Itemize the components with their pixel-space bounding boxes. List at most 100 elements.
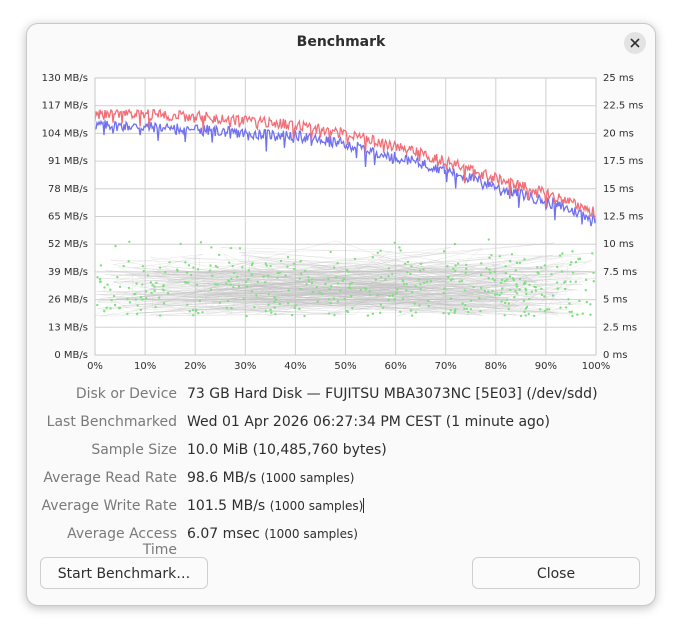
access-time-point: [578, 299, 581, 303]
access-time-point: [519, 314, 523, 318]
access-time-point: [592, 280, 595, 283]
access-time-point: [376, 293, 379, 297]
access-time-point: [525, 292, 528, 296]
access-time-point: [168, 261, 171, 264]
access-time-point: [293, 306, 296, 309]
access-time-connector: [220, 247, 543, 281]
access-time-point: [141, 283, 144, 286]
access-time-point: [359, 288, 362, 292]
access-time-point: [418, 304, 421, 307]
access-time-point: [536, 271, 539, 274]
y-left-tick-label: 117 MB/s: [42, 101, 88, 112]
access-time-point: [379, 275, 383, 279]
access-time-point: [514, 269, 517, 272]
access-time-point: [225, 306, 228, 309]
x-tick-label: 60%: [384, 361, 406, 372]
access-time-point: [336, 282, 340, 285]
access-time-point: [158, 314, 162, 317]
access-time-point: [158, 266, 162, 269]
access-time-point: [559, 306, 562, 309]
access-time-point: [387, 274, 390, 278]
access-time-point: [303, 314, 306, 318]
access-time-point: [217, 253, 221, 257]
access-time-point: [446, 265, 449, 268]
access-time-connector: [248, 267, 474, 294]
y-right-tick-label: 10 ms: [603, 239, 634, 250]
access-time-point: [425, 280, 429, 284]
access-time-point: [495, 293, 499, 296]
start-benchmark-button[interactable]: Start Benchmark…: [40, 557, 208, 589]
access-time-point: [241, 266, 244, 269]
access-time-point: [493, 279, 496, 282]
access-time-connector: [150, 303, 583, 315]
access-time-point: [343, 297, 346, 301]
access-time-point: [387, 298, 390, 302]
access-time-point: [518, 288, 521, 291]
access-time-connector: [397, 267, 553, 316]
access-time-point: [480, 262, 483, 265]
access-time-point: [339, 289, 342, 292]
access-time-point: [209, 264, 212, 267]
access-time-point: [504, 271, 508, 275]
access-time-label: Average Access Time: [67, 526, 177, 558]
access-time-connector: [220, 247, 582, 258]
access-time-point: [231, 264, 234, 268]
access-time-point: [230, 306, 233, 310]
access-time-point: [561, 252, 564, 255]
access-time-point: [150, 291, 153, 294]
access-time-point: [463, 307, 466, 310]
access-time-point: [195, 308, 198, 312]
access-time-point: [197, 311, 200, 315]
access-time-connector: [210, 308, 342, 315]
access-time-connector: [237, 251, 392, 289]
read-rate-value: 98.6 MB/s: [187, 470, 257, 486]
access-time-point: [109, 307, 112, 310]
access-time-point: [530, 290, 534, 293]
access-time-point: [452, 267, 455, 271]
access-time-point: [262, 275, 265, 278]
access-time-point: [487, 277, 490, 280]
access-time-point: [570, 310, 574, 314]
access-time-point: [564, 306, 568, 309]
access-time-point: [511, 277, 515, 280]
access-time-point: [142, 269, 145, 273]
access-time-point: [503, 314, 506, 317]
access-time-point: [396, 288, 399, 291]
access-time-point: [556, 287, 560, 290]
access-time-point: [218, 301, 222, 305]
access-time-connector: [454, 254, 553, 273]
access-time-point: [548, 308, 551, 311]
access-time-point: [235, 275, 239, 278]
access-time-point: [417, 278, 421, 281]
access-time-point: [299, 287, 302, 291]
access-time-point: [201, 311, 204, 314]
text-cursor: [363, 498, 365, 513]
access-time-point: [543, 295, 546, 298]
access-time-point: [269, 308, 272, 312]
close-window-button[interactable]: [624, 32, 646, 54]
access-time-point: [198, 299, 202, 303]
write-rate-value: 101.5 MB/s: [187, 498, 266, 514]
access-time-connector: [116, 257, 564, 294]
access-time-point: [479, 309, 482, 313]
access-time-point: [251, 262, 254, 265]
access-time-point: [465, 307, 469, 311]
y-left-tick-label: 52 MB/s: [48, 239, 88, 250]
access-time-connector: [153, 278, 266, 288]
access-time-point: [585, 300, 589, 304]
access-time-point: [571, 250, 574, 253]
access-time-connector: [481, 271, 540, 276]
access-time-point: [501, 287, 504, 290]
access-time-point: [333, 313, 336, 317]
access-time-point: [515, 285, 519, 288]
access-time-point: [366, 314, 370, 317]
access-time-connector: [267, 311, 291, 316]
close-button[interactable]: Close: [472, 557, 640, 589]
access-time-point: [560, 270, 564, 273]
access-time-point: [391, 293, 395, 297]
access-time-connector: [95, 301, 332, 316]
access-time-point: [464, 263, 468, 267]
access-time-connector: [304, 272, 506, 283]
write-rate-label: Average Write Rate: [41, 498, 177, 514]
access-time-point: [503, 280, 507, 283]
